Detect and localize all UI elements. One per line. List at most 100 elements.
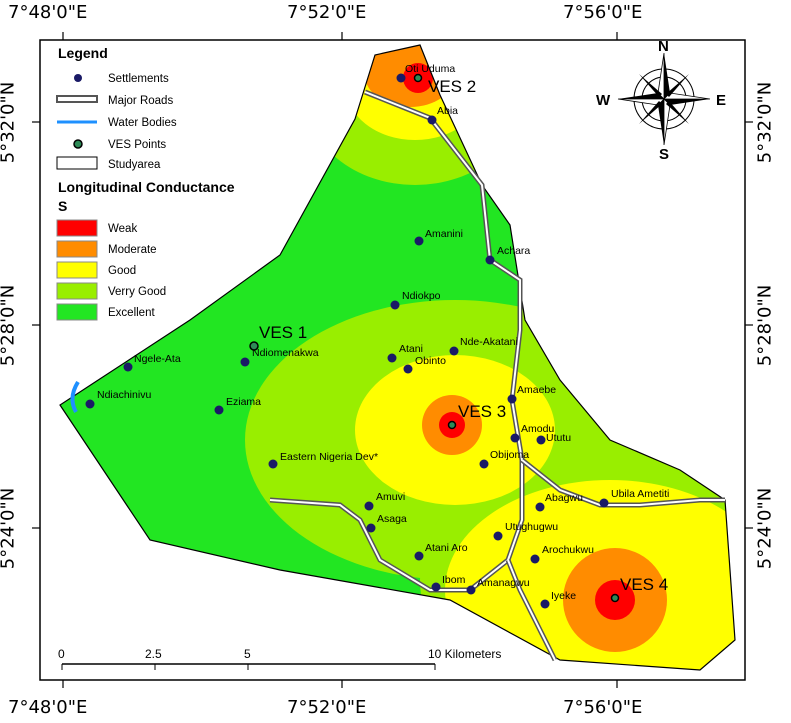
- legend-swatch-verygood: [56, 282, 98, 300]
- settlement-marker: [466, 585, 476, 595]
- settlement-label: Utughugwu: [505, 521, 558, 533]
- legend-class-verygood: Verry Good: [108, 286, 166, 298]
- settlement-marker: [427, 115, 437, 125]
- coord-right-3: 5°24'0"N: [754, 487, 776, 570]
- settlement-label: Ibom: [442, 574, 466, 586]
- scale-bar: 0 2.5 5 10 Kilometers: [58, 647, 501, 670]
- settlement-marker: [485, 255, 495, 265]
- graticule-ticks: [32, 32, 753, 688]
- legend-class-moderate: Moderate: [108, 244, 157, 256]
- scale-tick-10: 10 Kilometers: [428, 647, 501, 661]
- legend: Legend Settlements Major Roads Water Bod…: [56, 45, 235, 321]
- scale-tick-0: 0: [58, 647, 65, 661]
- settlement-label: Obijoma: [490, 449, 529, 461]
- settlement-marker: [493, 531, 503, 541]
- legend-swatch-excellent: [56, 303, 98, 321]
- settlement-label: Arochukwu: [542, 544, 594, 556]
- coord-left-3: 5°24'0"N: [0, 487, 19, 570]
- settlement-label: Amanini: [425, 228, 463, 240]
- settlement-marker: [599, 498, 609, 508]
- settlement-marker: [364, 501, 374, 511]
- coord-top-2: 7°52'0"E: [287, 2, 367, 23]
- coord-right-2: 5°28'0"N: [754, 284, 776, 367]
- ves-label-4: VES 4: [620, 575, 668, 594]
- settlement-marker: [507, 394, 517, 404]
- settlement-label: Ututu: [546, 432, 571, 444]
- legend-settlement-symbol: [74, 74, 82, 82]
- legend-item-water: Water Bodies: [108, 117, 177, 129]
- legend-swatch-good: [56, 261, 98, 279]
- settlement-label: Atani: [399, 343, 423, 355]
- settlement-label: Abagwu: [545, 492, 583, 504]
- settlement-label: Amodu: [521, 423, 554, 435]
- settlement-marker: [536, 435, 546, 445]
- settlement-label: Ndiokpo: [402, 290, 441, 302]
- settlement-label: Obinto: [415, 355, 446, 367]
- ves-point-3: [447, 420, 457, 430]
- ves-points: VES 1 VES 2 VES 3 VES 4: [249, 73, 668, 603]
- legend-title: Legend: [58, 45, 108, 61]
- coord-bottom-1: 7°48'0"E: [8, 697, 88, 718]
- coord-left-2: 5°28'0"N: [0, 284, 19, 367]
- settlement-marker: [530, 554, 540, 564]
- legend-swatch-weak: [56, 219, 98, 237]
- settlement-label: Ndiomenakwa: [252, 347, 319, 359]
- settlement-label: Eziama: [226, 396, 261, 408]
- settlement-label: Iyeke: [551, 590, 576, 602]
- study-area-boundary: [59, 44, 736, 671]
- compass-s: S: [659, 146, 669, 163]
- north-arrow: N S E W: [596, 38, 726, 163]
- legend-item-settlements: Settlements: [108, 73, 169, 85]
- settlement-marker: [449, 346, 459, 356]
- settlement-marker: [540, 599, 550, 609]
- settlement-marker: [414, 551, 424, 561]
- scale-tick-5: 5: [244, 647, 251, 661]
- settlement-marker: [396, 73, 406, 83]
- coord-bottom-3: 7°56'0"E: [563, 697, 643, 718]
- settlement-label: Ubila Ametiti: [611, 488, 669, 500]
- settlement-marker: [268, 459, 278, 469]
- settlement-marker: [390, 300, 400, 310]
- coord-top-3: 7°56'0"E: [563, 2, 643, 23]
- ves-label-3: VES 3: [458, 402, 506, 421]
- settlement-label: Atani Aro: [425, 542, 468, 554]
- settlement-marker: [535, 502, 545, 512]
- coord-right-1: 5°32'0"N: [754, 81, 776, 164]
- settlement-label: Abia: [437, 105, 458, 117]
- water-body: [70, 380, 80, 413]
- settlement-label: Asaga: [377, 513, 407, 525]
- legend-item-studyarea: Studyarea: [108, 159, 161, 171]
- legend-road-symbol: [56, 95, 98, 103]
- legend-item-ves: VES Points: [108, 139, 166, 151]
- settlement-marker: [85, 399, 95, 409]
- ves-label-1: VES 1: [259, 323, 307, 342]
- ves-label-2: VES 2: [428, 77, 476, 96]
- legend-conductance-title: Longitudinal Conductance: [58, 179, 235, 195]
- ves-point-1: [249, 341, 259, 351]
- settlement-label: Ngele-Ata: [134, 353, 181, 365]
- legend-conductance-unit: S: [58, 198, 67, 214]
- settlement-marker: [387, 353, 397, 363]
- settlement-label: Eastern Nigeria Dev*: [280, 451, 378, 463]
- legend-studyarea-symbol: [56, 156, 98, 170]
- compass-star-icon: [617, 52, 711, 146]
- settlement-label: Amaebe: [517, 384, 556, 396]
- legend-item-roads: Major Roads: [108, 95, 173, 107]
- settlement-marker: [123, 362, 133, 372]
- settlements-layer: Oti Uduma Abia Amanini Achara Ndiokpo Nde-Aka…: [85, 63, 669, 609]
- settlement-marker: [366, 523, 376, 533]
- major-roads: [269, 89, 725, 662]
- settlement-label: Achara: [497, 245, 530, 257]
- settlement-label: Oti Uduma: [405, 63, 455, 75]
- legend-ves-symbol: [73, 139, 83, 149]
- compass-w: W: [596, 92, 611, 109]
- compass-n: N: [658, 38, 669, 55]
- coord-left-1: 5°32'0"N: [0, 81, 19, 164]
- legend-class-excellent: Excellent: [108, 307, 155, 319]
- scale-tick-2-5: 2.5: [145, 647, 162, 661]
- settlement-marker: [431, 582, 441, 592]
- legend-class-good: Good: [108, 265, 136, 277]
- settlement-marker: [403, 364, 413, 374]
- settlement-marker: [240, 357, 250, 367]
